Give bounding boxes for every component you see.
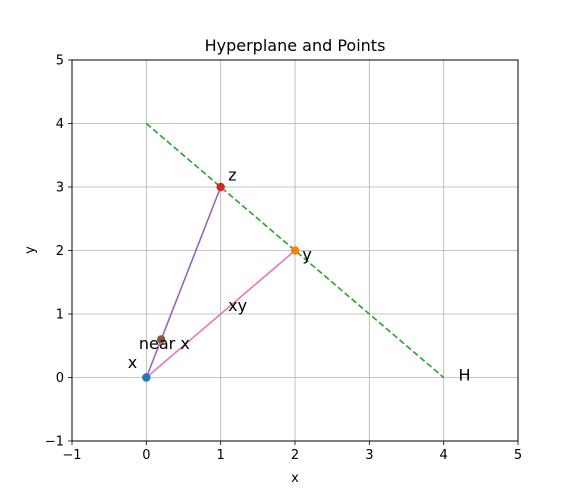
x-tick-label: 4 xyxy=(440,448,448,463)
data-point xyxy=(142,373,151,382)
annotation-label: z xyxy=(228,166,236,185)
x-tick-label: 2 xyxy=(291,448,299,463)
y-tick-label: 4 xyxy=(56,117,64,132)
x-tick-label: 0 xyxy=(142,448,150,463)
y-axis-label: y xyxy=(23,246,38,254)
series-layer xyxy=(142,122,445,382)
x-axis-label: x xyxy=(291,471,299,486)
vector-segment xyxy=(145,249,296,379)
hyperplane-line xyxy=(145,122,445,379)
y-tick-label: 3 xyxy=(56,181,64,196)
y-tick-label: 1 xyxy=(56,308,64,323)
vector-segment xyxy=(145,186,222,378)
y-tick-label: 2 xyxy=(56,244,64,259)
annotation-label: x xyxy=(128,353,137,372)
annotation-label: xy xyxy=(228,296,247,315)
chart-title: Hyperplane and Points xyxy=(205,36,386,55)
annotation-label: H xyxy=(459,366,471,385)
data-point xyxy=(216,182,225,192)
y-tick-label: 5 xyxy=(56,54,64,69)
annotation-label: y xyxy=(302,245,311,264)
data-point xyxy=(157,335,166,344)
annotation-label: near x xyxy=(139,334,190,353)
x-tick-label: 5 xyxy=(514,448,522,463)
x-tick-label: −1 xyxy=(62,448,81,463)
data-point xyxy=(290,246,300,255)
x-tick-label: 1 xyxy=(217,448,225,463)
ticks: −1 0 1 2 3 4 5 −1 0 1 2 3 4 5 xyxy=(45,54,522,464)
x-tick-label: 3 xyxy=(365,448,373,463)
y-tick-label: −1 xyxy=(45,435,64,450)
y-tick-label: 0 xyxy=(56,371,64,386)
